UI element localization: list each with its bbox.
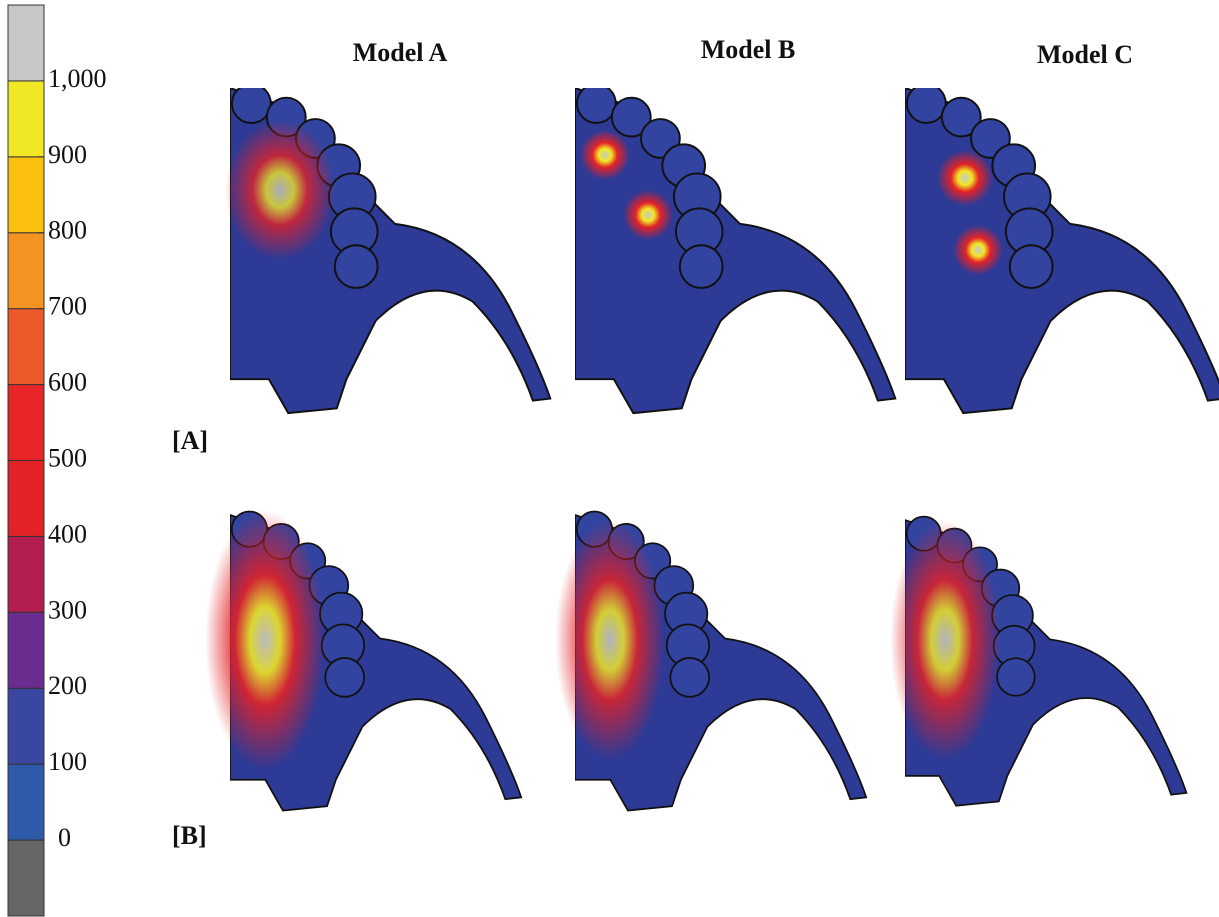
column-header: Model A <box>353 38 448 67</box>
colorbar-label: 500 <box>48 443 87 472</box>
colorbar-segment <box>8 688 44 764</box>
colorbar-label: 0 <box>58 823 71 852</box>
colorbar-segment <box>8 309 44 385</box>
colorbar-label: 100 <box>48 747 87 776</box>
colorbar-label: 300 <box>48 595 87 624</box>
colorbar-label: 400 <box>48 519 87 548</box>
panel-a-b <box>575 84 895 413</box>
colorbar-segment <box>8 612 44 688</box>
row-label: [A] <box>172 426 208 455</box>
colorbar-segment <box>8 840 44 916</box>
colorbar-label: 600 <box>48 368 87 397</box>
panel-b-b <box>555 511 866 810</box>
colorbar-segment <box>8 764 44 840</box>
colorbar-label: 200 <box>48 671 87 700</box>
figure: 0 100 200 300 400 500 600 700 800 900 1,000 Model … <box>0 0 1219 917</box>
column-header: Model B <box>701 35 796 64</box>
colorbar-label: 800 <box>48 216 87 245</box>
colorbar: 0 100 200 300 400 500 600 700 800 900 1,000 <box>8 5 107 916</box>
colorbar-segment <box>8 233 44 309</box>
colorbar-segment <box>8 81 44 157</box>
panel-a-c <box>905 84 1219 413</box>
colorbar-segment <box>8 157 44 233</box>
page: 0 100 200 300 400 500 600 700 800 900 1,000 Model … <box>0 0 1219 917</box>
colorbar-segment <box>8 385 44 461</box>
row-label: [B] <box>172 821 207 850</box>
colorbar-segment <box>8 461 44 537</box>
column-header: Model C <box>1037 40 1133 69</box>
panel-a-a <box>225 84 550 413</box>
colorbar-segment <box>8 5 44 81</box>
panel-b-c <box>890 517 1186 806</box>
colorbar-label: 1,000 <box>48 64 107 93</box>
colorbar-segment <box>8 536 44 612</box>
panel-b-a <box>205 510 521 811</box>
colorbar-label: 700 <box>48 292 87 321</box>
colorbar-label: 900 <box>48 140 87 169</box>
